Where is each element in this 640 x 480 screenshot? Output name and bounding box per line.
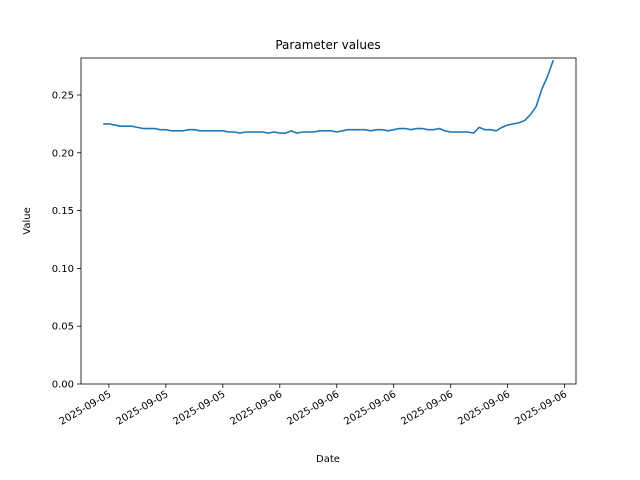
plot-frame <box>80 57 577 385</box>
data-line <box>103 60 554 134</box>
y-tick-label: 0.15 <box>52 206 74 217</box>
x-axis-label: Date <box>316 454 340 465</box>
y-tick-label: 0.10 <box>52 264 74 275</box>
y-axis-label: Value <box>22 207 33 234</box>
y-tick-label: 0.00 <box>52 380 74 391</box>
y-tick-label: 0.20 <box>52 148 74 159</box>
chart-title: Parameter values <box>275 38 380 52</box>
y-tick-label: 0.25 <box>52 90 74 101</box>
y-tick-label: 0.05 <box>52 322 74 333</box>
